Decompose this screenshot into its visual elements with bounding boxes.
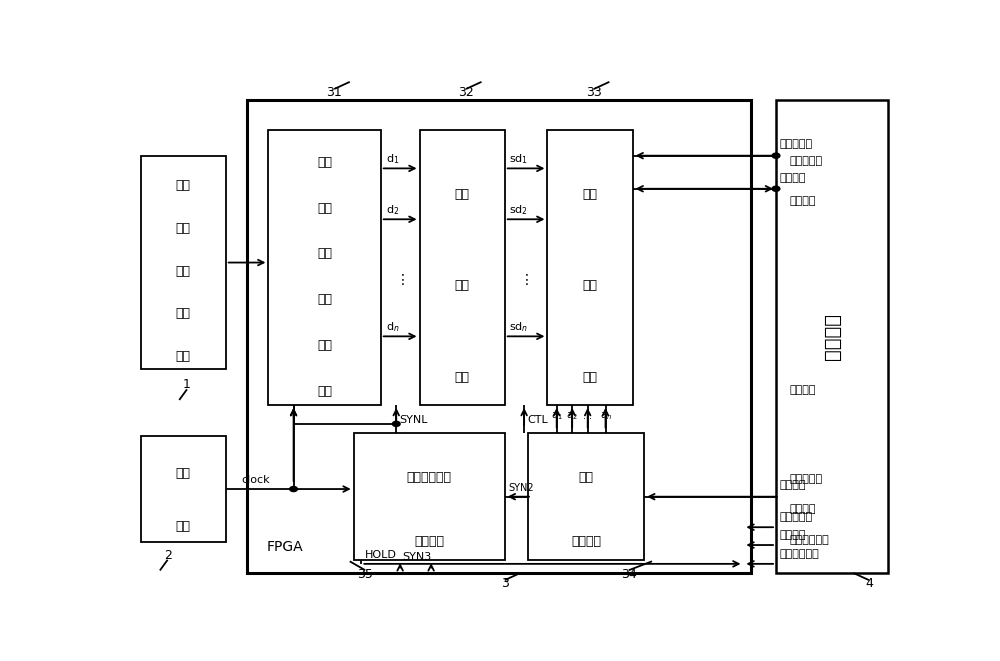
- Text: d$_n$: d$_n$: [386, 321, 400, 334]
- Bar: [354, 433, 505, 561]
- Bar: [247, 100, 751, 573]
- Text: 4: 4: [865, 576, 873, 590]
- Text: 模块: 模块: [317, 385, 332, 398]
- Text: 电路: 电路: [176, 350, 191, 363]
- Text: 地址: 地址: [579, 471, 594, 484]
- Text: 3: 3: [501, 576, 509, 590]
- Text: 电路: 电路: [176, 520, 191, 533]
- Circle shape: [392, 421, 400, 426]
- Text: 多路: 多路: [317, 156, 332, 169]
- Text: 译码模块: 译码模块: [571, 535, 601, 548]
- Text: 地址总线: 地址总线: [790, 385, 816, 395]
- Text: 读控制信号: 读控制信号: [780, 139, 813, 149]
- Circle shape: [772, 153, 780, 158]
- Bar: [420, 130, 505, 405]
- Text: 产生模块: 产生模块: [414, 535, 444, 548]
- Text: 模块: 模块: [582, 371, 598, 384]
- Text: 同步信号: 同步信号: [790, 504, 816, 514]
- Text: 模块: 模块: [455, 371, 470, 384]
- Bar: [140, 156, 226, 369]
- Text: sd$_n$: sd$_n$: [509, 321, 528, 334]
- Text: 输出保持信号: 输出保持信号: [790, 535, 830, 545]
- Text: 同步信号: 同步信号: [780, 530, 806, 540]
- Bar: [268, 130, 381, 405]
- Text: 写控制信号: 写控制信号: [790, 474, 823, 484]
- Text: 输出: 输出: [582, 188, 598, 201]
- Text: clock: clock: [241, 475, 270, 485]
- Bar: [547, 130, 633, 405]
- Text: 地址总线: 地址总线: [780, 481, 806, 490]
- Text: 并行: 并行: [317, 293, 332, 306]
- Text: a$_1$: a$_1$: [551, 410, 563, 422]
- Text: sd$_1$: sd$_1$: [509, 152, 528, 166]
- Text: SYN2: SYN2: [509, 483, 534, 492]
- Text: 32: 32: [458, 85, 474, 98]
- Text: 34: 34: [621, 568, 637, 580]
- Bar: [140, 436, 226, 543]
- Text: 1: 1: [183, 378, 191, 391]
- Text: 控制: 控制: [582, 280, 598, 292]
- Text: 锁存: 锁存: [455, 280, 470, 292]
- Text: d$_1$: d$_1$: [386, 152, 400, 166]
- Text: 写控制信号: 写控制信号: [780, 512, 813, 522]
- Text: sd$_2$: sd$_2$: [509, 203, 528, 217]
- Text: 多路: 多路: [176, 179, 191, 192]
- Text: 数据总线: 数据总线: [780, 173, 806, 182]
- Text: ...: ...: [583, 411, 592, 421]
- Circle shape: [290, 486, 297, 492]
- Text: 33: 33: [586, 85, 602, 98]
- Text: a$_2$: a$_2$: [566, 410, 578, 422]
- Text: 输出保持信号: 输出保持信号: [780, 549, 820, 559]
- Bar: [528, 433, 644, 561]
- Circle shape: [772, 186, 780, 191]
- Text: ⋮: ⋮: [396, 274, 409, 288]
- Text: ⋮: ⋮: [520, 274, 533, 288]
- Text: a$_n$: a$_n$: [600, 410, 611, 422]
- Text: 采样: 采样: [176, 264, 191, 278]
- Text: 同步: 同步: [455, 188, 470, 201]
- Text: CTL: CTL: [527, 415, 548, 425]
- Text: 晶振: 晶振: [176, 467, 191, 479]
- Text: 信号: 信号: [317, 202, 332, 215]
- Text: SYNL: SYNL: [399, 415, 428, 425]
- Text: 信号: 信号: [176, 222, 191, 235]
- Text: 2: 2: [164, 549, 172, 562]
- Bar: [776, 100, 888, 573]
- Text: 数据总线: 数据总线: [790, 196, 816, 206]
- Text: 31: 31: [326, 85, 342, 98]
- Text: 采样: 采样: [317, 247, 332, 260]
- Text: 35: 35: [357, 568, 373, 580]
- Text: FPGA: FPGA: [267, 539, 303, 554]
- Text: 微处理器: 微处理器: [823, 313, 842, 360]
- Text: HOLD: HOLD: [365, 550, 397, 560]
- Text: d$_2$: d$_2$: [386, 203, 399, 217]
- Text: SYN3: SYN3: [402, 552, 432, 562]
- Text: 读控制信号: 读控制信号: [790, 156, 823, 166]
- Text: 处理: 处理: [317, 339, 332, 352]
- Text: 同步锁存信号: 同步锁存信号: [407, 471, 452, 484]
- Text: 接口: 接口: [176, 307, 191, 321]
